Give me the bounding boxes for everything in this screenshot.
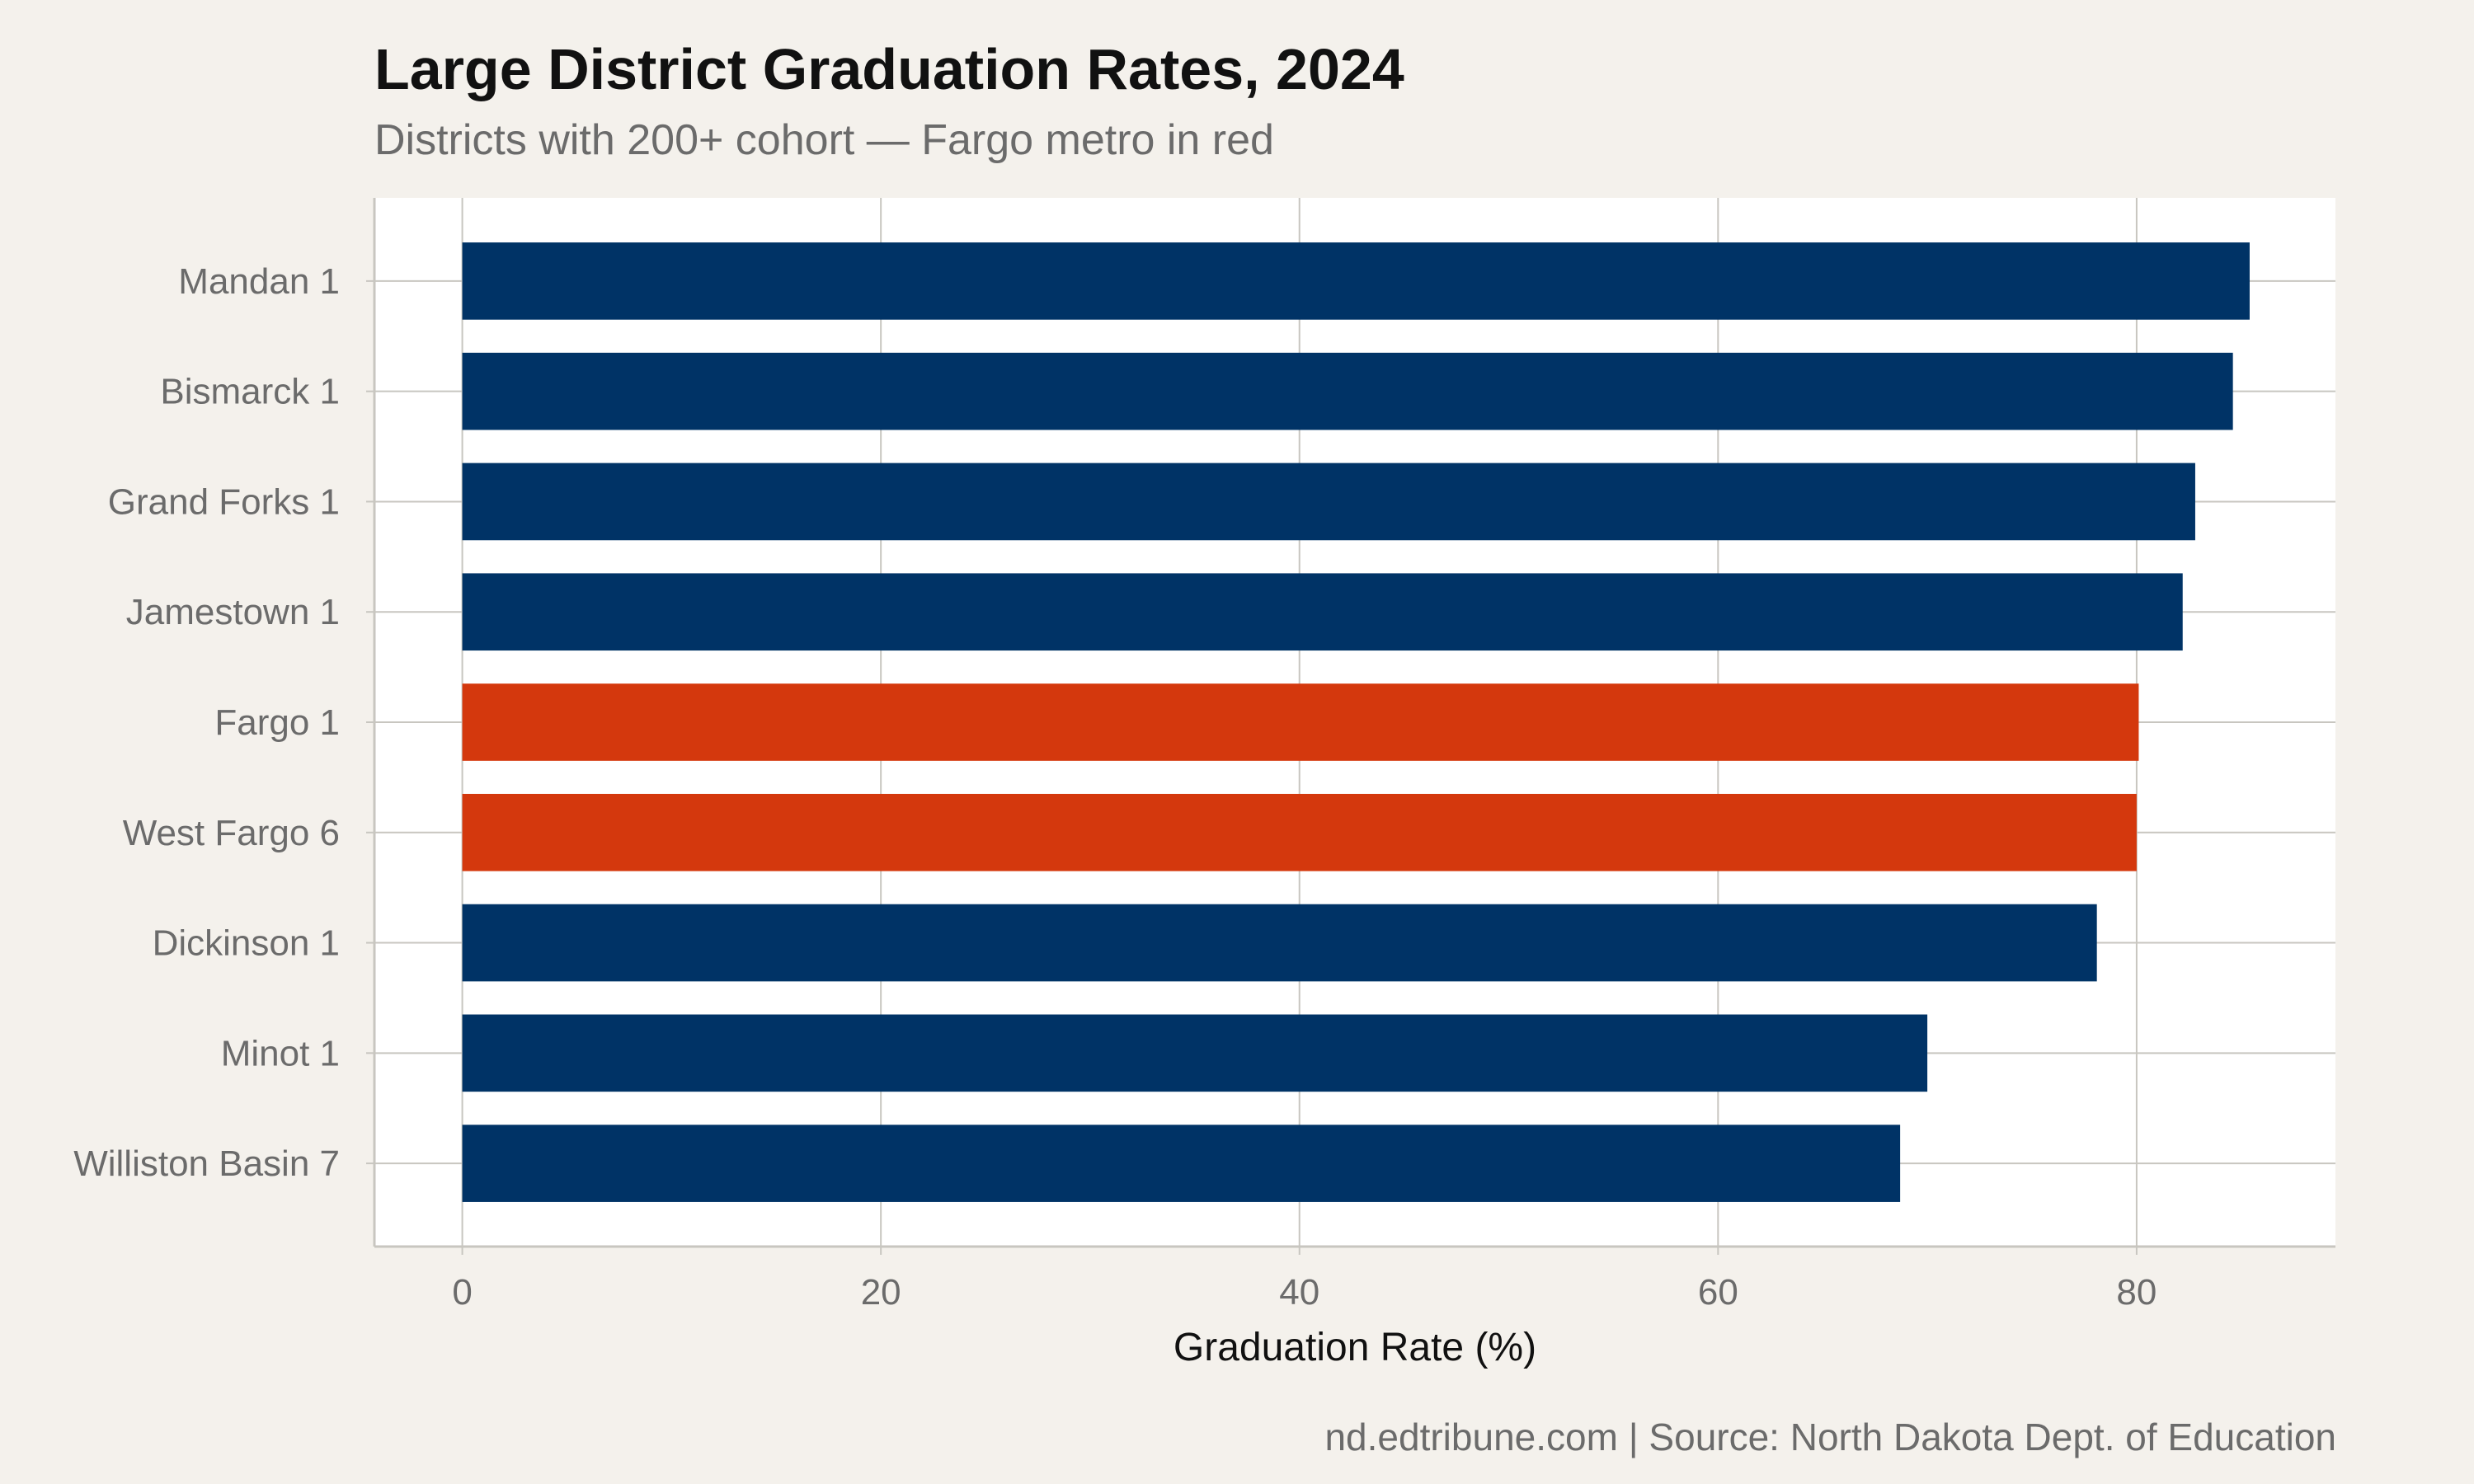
x-tick-label: 60: [1698, 1272, 1738, 1313]
y-tick-label: Dickinson 1: [153, 923, 340, 964]
y-tick-label: Bismarck 1: [160, 372, 340, 412]
x-tick-label: 40: [1279, 1272, 1319, 1313]
y-tick-label: Minot 1: [221, 1033, 340, 1073]
y-tick-label: Fargo 1: [214, 702, 340, 743]
source-caption: nd.edtribune.com | Source: North Dakota …: [1324, 1416, 2336, 1458]
bar-mandan-1: [462, 242, 2250, 320]
bar-west-fargo-6: [462, 793, 2137, 871]
chart-title: Large District Graduation Rates, 2024: [374, 37, 1404, 101]
bar-williston-basin-7: [462, 1125, 1901, 1202]
y-tick-label: Mandan 1: [178, 261, 340, 302]
bar-grand-forks-1: [462, 463, 2195, 541]
axes: [373, 198, 2335, 1248]
bars: [462, 242, 2250, 1202]
bar-jamestown-1: [462, 573, 2183, 651]
x-tick-label: 80: [2116, 1272, 2157, 1313]
y-tick-label: Grand Forks 1: [108, 481, 340, 522]
bar-fargo-1: [462, 683, 2139, 761]
tick-labels: 0 20 40 60 80 Mandan 1 Bismarck 1 Grand Forks 1…: [73, 261, 2157, 1313]
y-tick-label: Williston Basin 7: [73, 1144, 340, 1184]
bar-bismarck-1: [462, 352, 2233, 430]
y-tick-label: West Fargo 6: [123, 813, 340, 853]
bar-minot-1: [462, 1014, 1928, 1092]
chart-subtitle: Districts with 200+ cohort — Fargo metro…: [374, 116, 1274, 164]
x-axis-title: Graduation Rate (%): [1174, 1326, 1536, 1369]
x-tick-label: 20: [861, 1272, 901, 1313]
y-tick-label: Jamestown 1: [126, 592, 340, 632]
bar-dickinson-1: [462, 904, 2097, 982]
x-tick-label: 0: [452, 1272, 472, 1313]
